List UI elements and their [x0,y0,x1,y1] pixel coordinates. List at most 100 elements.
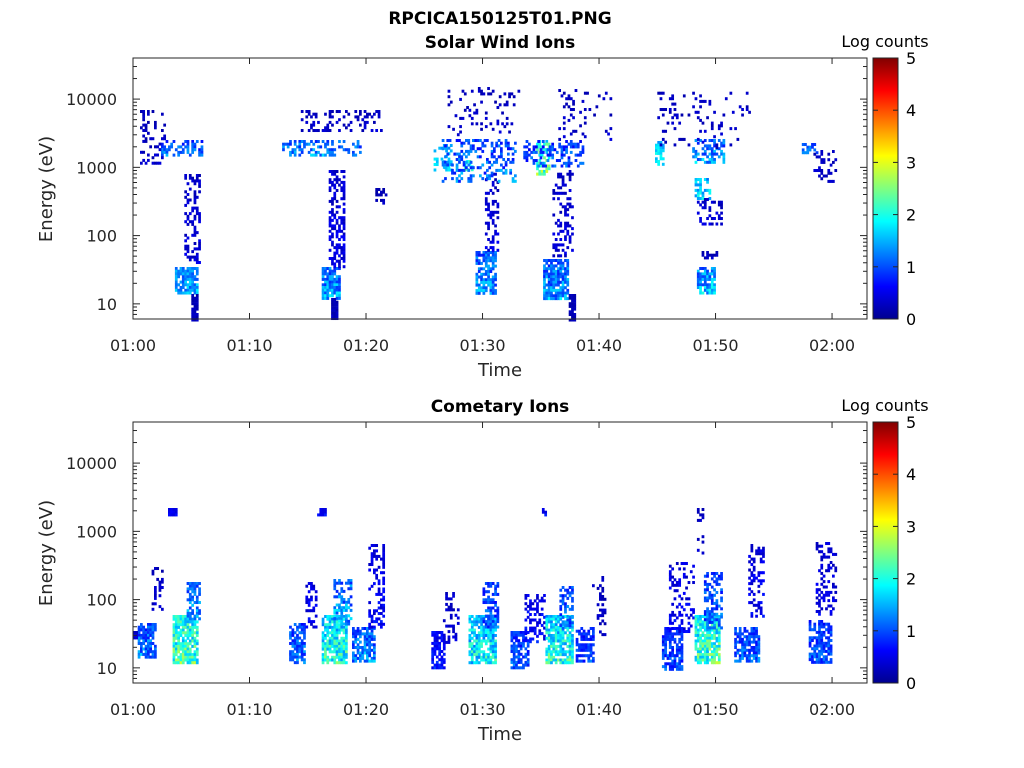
heatmap-cell [568,591,572,595]
heatmap-cell [554,278,558,282]
heatmap-cell [482,291,486,295]
heatmap-cell [193,614,197,618]
heatmap-cell [193,644,197,648]
heatmap-cell [497,139,501,143]
heatmap-cell [335,251,339,255]
heatmap-cell [186,148,190,152]
heatmap-cell [701,99,705,103]
heatmap-cell [568,658,572,662]
heatmap-cell [438,631,442,635]
heatmap-cell [449,613,453,617]
heatmap-cell [328,269,332,273]
heatmap-cell [540,607,544,611]
heatmap-cell [490,174,494,178]
heatmap-cell [559,202,563,206]
heatmap-cell [326,288,330,292]
heatmap-cell [671,602,675,606]
heatmap-cell [324,283,327,287]
heatmap-cell [743,627,747,631]
heatmap-cell [191,636,195,640]
heatmap-cell [706,160,709,164]
heatmap-cell [710,152,714,156]
heatmap-cell [193,313,197,317]
heatmap-cell [666,635,670,639]
heatmap-cell [554,639,558,643]
heatmap-cell [338,650,341,654]
heatmap-cell [328,642,332,646]
heatmap-cell [193,653,197,657]
heatmap-cell [184,140,188,144]
heatmap-cell [335,175,339,179]
heatmap-cell [512,636,516,640]
heatmap-cell [149,145,153,149]
heatmap-cell [184,634,188,638]
heatmap-cell [706,647,709,651]
heatmap-cell [326,129,330,133]
heatmap-cell [484,598,488,602]
heatmap-cell [675,654,679,658]
heatmap-cell [477,639,481,643]
heatmap-cell [566,280,570,284]
heatmap-cell [170,145,174,149]
heatmap-cell [692,581,695,585]
heatmap-cell [477,631,481,635]
heatmap-cell [564,653,567,657]
heatmap-cell [328,275,332,279]
heatmap-cell [366,651,369,655]
heatmap-cell [191,611,195,615]
heatmap-cell [477,634,481,638]
heatmap-cell [561,205,565,209]
heatmap-cell [529,599,532,603]
heatmap-cell [671,121,675,125]
heatmap-cell [547,164,551,168]
heatmap-cell [186,269,190,273]
heatmap-cell [696,636,700,640]
heatmap-cell [706,588,709,592]
heatmap-cell [465,160,468,164]
heatmap-cell [706,618,709,622]
heatmap-cell [342,658,346,662]
heatmap-cell [571,591,574,595]
heatmap-cell [741,654,744,658]
heatmap-cell [566,621,570,625]
heatmap-cell [193,658,197,662]
heatmap-cell [659,157,663,161]
heatmap-cell [293,647,297,651]
heatmap-cell [442,666,446,670]
heatmap-cell [195,647,199,651]
heatmap-cell [484,639,488,643]
heatmap-cell [545,653,549,657]
heatmap-cell [699,180,702,184]
heatmap-cell [710,127,714,131]
heatmap-cell [431,631,435,635]
heatmap-cell [335,259,339,263]
heatmap-cell [494,289,497,293]
heatmap-cell [151,636,155,640]
heatmap-cell [345,653,348,657]
heatmap-cell [554,248,558,252]
heatmap-cell [706,251,709,255]
heatmap-cell [335,205,339,209]
heatmap-cell [467,149,471,153]
heatmap-cell [543,615,546,619]
heatmap-cell [568,296,572,300]
heatmap-cell [567,94,571,98]
heatmap-cell [342,265,346,269]
heatmap-cell [673,665,677,669]
heatmap-cell [512,650,516,654]
heatmap-cell [713,267,716,271]
heatmap-cell [571,596,574,600]
heatmap-cell [829,633,833,637]
heatmap-cell [671,667,675,671]
heatmap-cell [699,188,702,192]
heatmap-cell [331,311,334,315]
heatmap-cell [331,259,334,263]
heatmap-cell [310,140,313,144]
heatmap-cell [752,592,756,596]
heatmap-cell [168,508,171,512]
heatmap-cell [587,632,591,636]
heatmap-cell [827,641,831,645]
heatmap-cell [480,655,483,659]
heatmap-cell [447,146,451,150]
heatmap-cell [706,188,709,192]
